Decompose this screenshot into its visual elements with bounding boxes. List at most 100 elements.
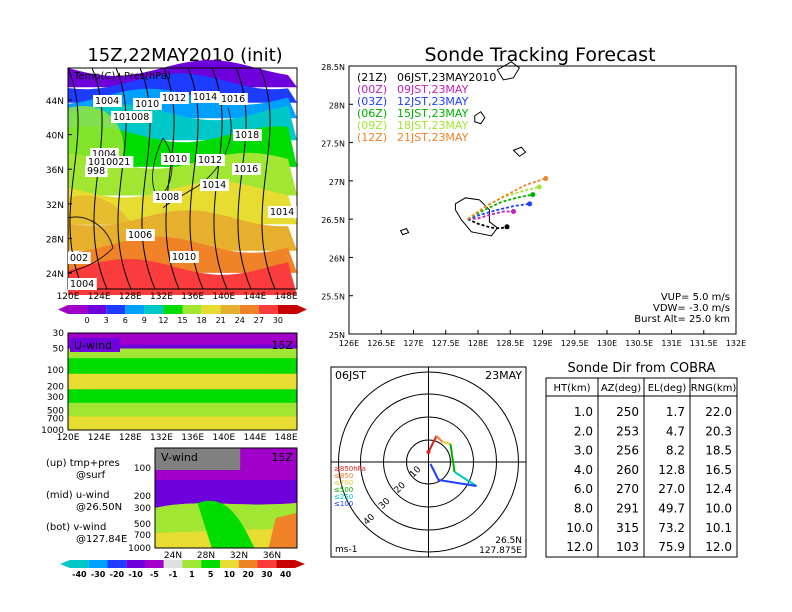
note-a: v-wind bbox=[73, 522, 107, 533]
china-coastline bbox=[67, 216, 114, 274]
level-legend-item: ≤100 bbox=[334, 500, 353, 508]
pressure-label: 1012 bbox=[162, 93, 186, 104]
legend-code: (06Z) bbox=[357, 107, 387, 120]
lat-tick-label: 40N bbox=[46, 132, 64, 142]
wind-colorbar-cell bbox=[220, 560, 239, 568]
lon-tick-label: 132E bbox=[150, 292, 173, 302]
isobar bbox=[139, 67, 156, 290]
u-wind-band bbox=[68, 348, 297, 359]
v-time: 15Z bbox=[271, 451, 293, 464]
param-text: VDW= -3.0 m/s bbox=[653, 303, 730, 314]
colorbar-label: 21 bbox=[216, 316, 226, 325]
table-cell: 12.0 bbox=[566, 540, 593, 554]
pressure-label: 002 bbox=[70, 253, 88, 264]
u-level-label: 30 bbox=[53, 329, 65, 339]
wind-colorbar-label: -30 bbox=[91, 570, 106, 579]
lon-tick-label: 128E bbox=[119, 292, 142, 302]
legend-code: (00Z) bbox=[357, 83, 387, 96]
level-legend-item: ≤500 bbox=[334, 486, 353, 494]
note-b: @surf bbox=[76, 470, 106, 481]
colorbar-cell bbox=[239, 305, 259, 314]
table-cell: 27.0 bbox=[658, 482, 685, 496]
wind-colorbar-cell bbox=[182, 560, 202, 568]
temperature-band bbox=[68, 210, 297, 251]
colorbar-cell bbox=[182, 305, 202, 314]
pressure-label: 1018 bbox=[235, 130, 259, 141]
wind-colorbar-label: 1 bbox=[189, 570, 195, 579]
hodograph-segment bbox=[435, 435, 444, 443]
level-legend-item: ≤700 bbox=[334, 479, 353, 487]
table-title: Sonde Dir from COBRA bbox=[568, 361, 716, 376]
lon-tick-label: 144E bbox=[244, 292, 267, 302]
trajectory-line bbox=[467, 177, 546, 220]
table-cell: 22.0 bbox=[705, 405, 732, 419]
legend-time: 09JST,23MAY bbox=[397, 83, 469, 96]
polar-time: 06JST bbox=[335, 369, 366, 382]
table-cell: 10.0 bbox=[566, 521, 593, 535]
track-lon-label: 127E bbox=[403, 339, 423, 348]
island bbox=[399, 228, 410, 236]
track-lon-label: 126.5E bbox=[367, 339, 395, 348]
trajectory-endpoint bbox=[530, 192, 536, 198]
trajectory-line bbox=[467, 202, 530, 220]
u-wind-band bbox=[68, 358, 297, 375]
colorbar-label: 15 bbox=[177, 316, 187, 325]
track-lat-label: 27.5N bbox=[321, 140, 345, 149]
u-frame bbox=[67, 332, 298, 431]
track-lon-label: 131.5E bbox=[690, 339, 718, 348]
table-header: HT(km) bbox=[554, 383, 591, 394]
v-band bbox=[155, 480, 297, 508]
lon-tick-label: 120E bbox=[57, 292, 80, 302]
legend-time: 21JST,23MAY bbox=[397, 131, 469, 144]
pressure-label: 1010 bbox=[172, 252, 196, 263]
lat-tick-label: 28N bbox=[46, 235, 64, 245]
note-bot: (bot) v-wind @127.84E bbox=[46, 522, 127, 546]
trajectory-line bbox=[467, 210, 514, 221]
track-lon-label: 131E bbox=[661, 339, 681, 348]
lon-tick-label: 148E bbox=[275, 292, 298, 302]
table-cell: 103 bbox=[616, 540, 639, 554]
u-lon-label: 148E bbox=[275, 433, 298, 443]
track-lat-label: 25.5N bbox=[321, 293, 345, 302]
pressure-label-bg bbox=[133, 98, 162, 110]
u-wind-band bbox=[68, 373, 297, 390]
pressure-label: 1008 bbox=[155, 192, 179, 203]
note-a: tmp+pres bbox=[69, 458, 120, 469]
hodograph-start bbox=[426, 450, 431, 454]
u-lon-label: 136E bbox=[181, 433, 204, 443]
wind-colorbar-label: 30 bbox=[261, 570, 273, 579]
wind-colorbar-cell bbox=[107, 560, 127, 568]
u-lon-label: 120E bbox=[57, 433, 80, 443]
polar-loc: 26.5N bbox=[495, 536, 522, 546]
u-wind-band bbox=[68, 344, 297, 350]
legend-notes: (up) tmp+pres @surf (mid) u-wind @26.50N (… bbox=[46, 458, 127, 546]
pressure-label-bg bbox=[196, 154, 225, 166]
colorbar-cell bbox=[68, 305, 88, 314]
level-legend-item: ≤250 bbox=[334, 493, 353, 501]
wind-colorbar-cell bbox=[145, 560, 164, 568]
wind-colorbar-label: -10 bbox=[128, 570, 143, 579]
track-lat-label: 27N bbox=[329, 178, 345, 187]
pressure-label-bg bbox=[200, 179, 229, 191]
v-label: V-wind bbox=[161, 451, 198, 464]
table-cell: 260 bbox=[616, 463, 639, 477]
hodograph-segment bbox=[427, 435, 438, 453]
wind-colorbar-label: -1 bbox=[169, 570, 178, 579]
wind-colorbar-cell bbox=[88, 560, 108, 568]
colorbar-label: 12 bbox=[158, 316, 168, 325]
table-cell: 270 bbox=[616, 482, 639, 496]
table-cell: 10.0 bbox=[705, 502, 732, 516]
lat-tick-label: 32N bbox=[46, 201, 64, 211]
table-cell: 250 bbox=[616, 405, 639, 419]
legend-time: 18JST,23MAY bbox=[397, 119, 469, 132]
colorbar-label: 6 bbox=[123, 316, 128, 325]
track-lon-label: 126E bbox=[339, 339, 359, 348]
trajectory-endpoint bbox=[510, 208, 516, 214]
colorbar-cell bbox=[277, 305, 297, 314]
track-lon-label: 127.5E bbox=[432, 339, 460, 348]
wind-colorbar-arrow bbox=[295, 560, 305, 568]
v-level-label: 700 bbox=[134, 531, 151, 541]
pressure-label: 998 bbox=[87, 166, 105, 177]
track-lat-label: 28N bbox=[329, 101, 345, 110]
wind-colorbar-label: 40 bbox=[280, 570, 292, 579]
